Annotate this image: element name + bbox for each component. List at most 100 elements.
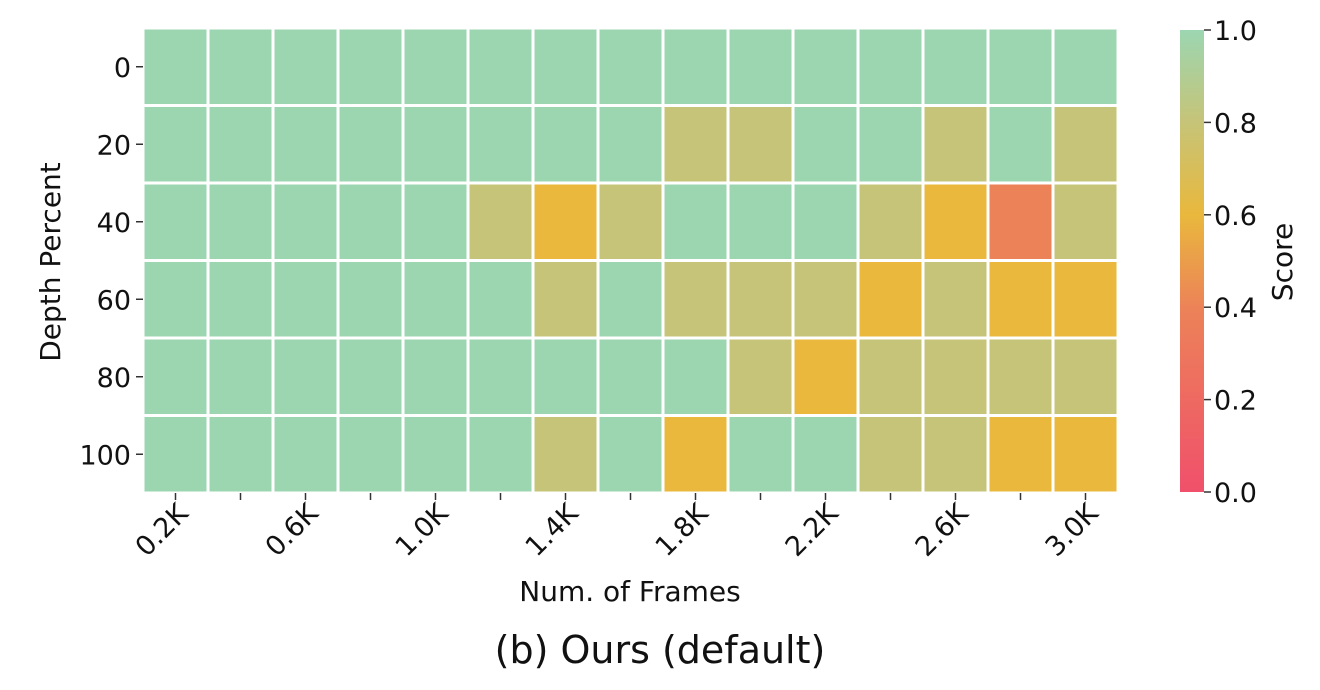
colorbar-tick-label: 0.6 — [1214, 201, 1257, 232]
heatmap-cell — [141, 259, 210, 340]
heatmap-cell — [726, 336, 795, 417]
colorbar-tick-label: 0.0 — [1214, 478, 1257, 509]
x-axis-ticks: 0.2K 0.6K 1.0K 1.4K 1.8K 2.2K 2.6K 3.0K — [130, 493, 1106, 563]
heatmap-cell — [986, 414, 1055, 495]
x-tick-label: 1.4K — [520, 497, 586, 563]
heatmap-cell — [271, 259, 340, 340]
heatmap-cell — [271, 26, 340, 107]
colorbar-tick-label: 0.4 — [1214, 293, 1257, 324]
y-tick-label: 0 — [114, 53, 131, 84]
heatmap-cell — [856, 414, 925, 495]
heatmap-cell — [791, 181, 860, 262]
heatmap-cell — [271, 414, 340, 495]
heatmap-cell — [401, 414, 470, 495]
heatmap-cell — [921, 336, 990, 417]
heatmap-cell — [271, 104, 340, 185]
heatmap-cell — [466, 181, 535, 262]
heatmap-cell — [271, 336, 340, 417]
y-axis-ticks: 0 20 40 60 80 100 — [79, 53, 143, 471]
x-tick-label: 0.6K — [260, 497, 326, 563]
heatmap-cell — [336, 181, 405, 262]
heatmap-cell — [1051, 259, 1120, 340]
y-tick-label: 20 — [97, 130, 131, 161]
heatmap-cell — [856, 104, 925, 185]
heatmap-cell — [466, 104, 535, 185]
heatmap-cell — [661, 181, 730, 262]
x-tick-label: 2.2K — [780, 497, 846, 563]
heatmap-cell — [596, 181, 665, 262]
x-tick-label: 1.8K — [650, 497, 716, 563]
heatmap-cell — [206, 26, 275, 107]
heatmap-cell — [206, 414, 275, 495]
heatmap-cell — [661, 104, 730, 185]
heatmap-cell — [141, 26, 210, 107]
heatmap-cell — [726, 104, 795, 185]
heatmap-cell — [531, 181, 600, 262]
heatmap-cell — [531, 259, 600, 340]
y-tick-label: 100 — [79, 440, 131, 471]
heatmap-cell — [596, 259, 665, 340]
heatmap-cell — [791, 259, 860, 340]
heatmap-cell — [141, 181, 210, 262]
heatmap-cell — [856, 336, 925, 417]
colorbar-tick-label: 0.8 — [1214, 108, 1257, 139]
colorbar — [1180, 30, 1204, 492]
x-tick-label: 0.2K — [130, 497, 196, 563]
heatmap-cell — [141, 336, 210, 417]
heatmap-cell — [726, 26, 795, 107]
heatmap-cell — [661, 414, 730, 495]
y-tick-label: 40 — [97, 208, 131, 239]
heatmap-cell — [726, 259, 795, 340]
colorbar-label: Score — [1266, 223, 1299, 301]
heatmap-cell — [336, 414, 405, 495]
heatmap-cell — [206, 181, 275, 262]
x-axis-label: Num. of Frames — [519, 575, 740, 608]
heatmap-cell — [466, 259, 535, 340]
heatmap-cell — [921, 259, 990, 340]
heatmap-cell — [531, 414, 600, 495]
heatmap-cell — [791, 104, 860, 185]
heatmap-cell — [336, 336, 405, 417]
heatmap-cell — [141, 104, 210, 185]
heatmap-cells — [141, 26, 1120, 495]
heatmap-cell — [401, 259, 470, 340]
heatmap-cell — [856, 181, 925, 262]
heatmap-cell — [986, 104, 1055, 185]
x-tick-label: 3.0K — [1040, 497, 1106, 563]
heatmap-cell — [986, 181, 1055, 262]
figure-caption: (b) Ours (default) — [494, 628, 826, 672]
heatmap-cell — [986, 336, 1055, 417]
colorbar-tick-label: 1.0 — [1214, 16, 1257, 47]
y-axis-label: Depth Percent — [34, 162, 67, 362]
heatmap-cell — [531, 336, 600, 417]
heatmap-cell — [206, 336, 275, 417]
heatmap-cell — [206, 259, 275, 340]
heatmap-cell — [921, 414, 990, 495]
heatmap-cell — [401, 336, 470, 417]
heatmap-cell — [661, 26, 730, 107]
heatmap-cell — [336, 259, 405, 340]
heatmap-figure: 0 20 40 60 80 100 0.2K 0.6K 1.0K 1.4K 1.8K 2.2K 2.6… — [34, 16, 1299, 608]
colorbar-ticks: 0.0 0.2 0.4 0.6 0.8 1.0 — [1204, 16, 1257, 509]
heatmap-cell — [271, 181, 340, 262]
heatmap-cell — [336, 104, 405, 185]
heatmap-cell — [531, 26, 600, 107]
heatmap-cell — [791, 26, 860, 107]
heatmap-cell — [921, 26, 990, 107]
heatmap-cell — [661, 336, 730, 417]
heatmap-cell — [466, 414, 535, 495]
heatmap-cell — [1051, 104, 1120, 185]
colorbar-tick-label: 0.2 — [1214, 386, 1257, 417]
heatmap-cell — [921, 104, 990, 185]
heatmap-cell — [401, 26, 470, 107]
heatmap-cell — [661, 259, 730, 340]
heatmap-cell — [1051, 26, 1120, 107]
heatmap-cell — [206, 104, 275, 185]
heatmap-cell — [336, 26, 405, 107]
heatmap-cell — [726, 414, 795, 495]
heatmap-cell — [1051, 336, 1120, 417]
heatmap-cell — [791, 414, 860, 495]
heatmap-cell — [726, 181, 795, 262]
heatmap-cell — [596, 414, 665, 495]
heatmap-cell — [986, 259, 1055, 340]
